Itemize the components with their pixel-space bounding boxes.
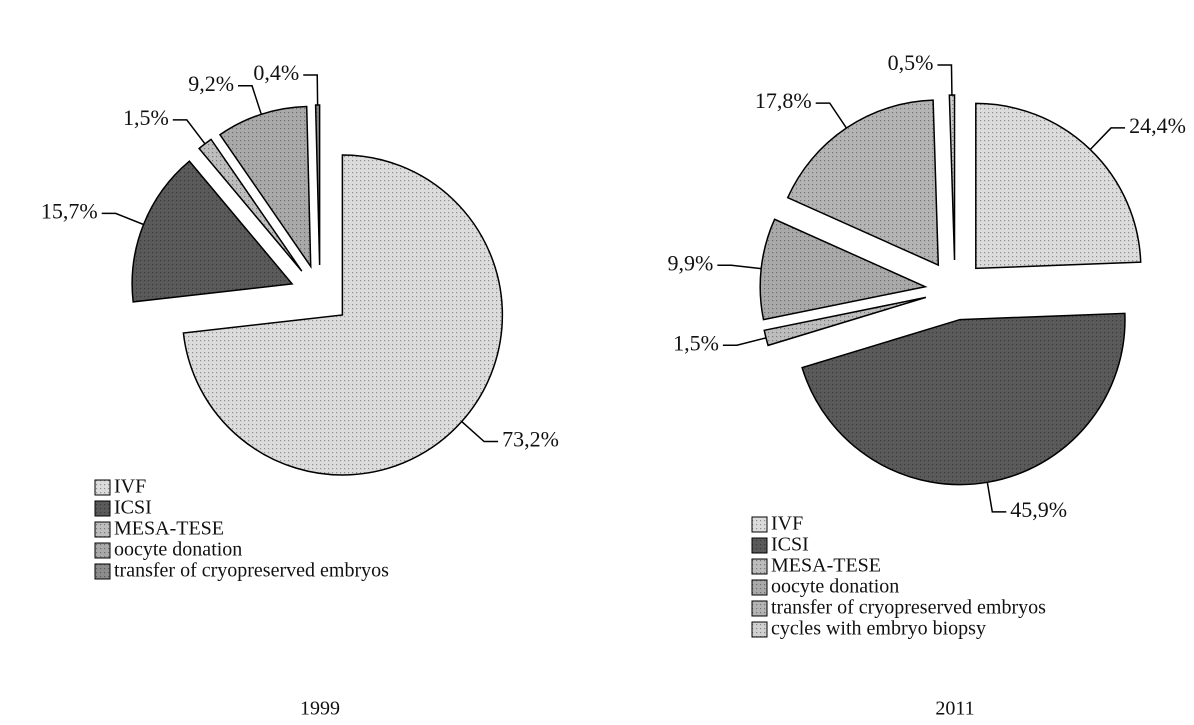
legend-label: MESA-TESE <box>114 518 224 540</box>
legend-label: IVF <box>771 513 803 535</box>
data-label: 24,4% <box>1129 113 1186 138</box>
leader-line <box>937 64 953 96</box>
legend-texture <box>752 559 767 574</box>
data-label: 9,9% <box>668 250 714 275</box>
legend-texture <box>95 522 110 537</box>
slice-texture <box>183 154 503 475</box>
data-label: 15,7% <box>41 198 98 223</box>
legend-texture <box>752 517 767 532</box>
leader-line <box>303 74 319 106</box>
leader-line <box>815 102 848 129</box>
data-label: 73,2% <box>502 427 559 452</box>
legend-label: oocyte donation <box>771 576 899 598</box>
data-label: 9,2% <box>188 71 234 96</box>
legend-texture <box>95 543 110 558</box>
slice-texture <box>760 219 926 320</box>
legend-texture <box>752 622 767 637</box>
data-label: 0,4% <box>253 60 299 85</box>
data-label: 0,5% <box>888 50 934 75</box>
legend-texture <box>95 564 110 579</box>
legend-texture <box>752 538 767 553</box>
legend-label: transfer of cryopreserved embryos <box>114 560 389 582</box>
legend-texture <box>752 601 767 616</box>
legend-label: cycles with embryo biopsy <box>771 618 986 640</box>
slice-texture <box>787 100 939 266</box>
chart-caption: 2011 <box>935 698 974 720</box>
leader-line <box>461 420 499 443</box>
legend-label: oocyte donation <box>114 539 242 561</box>
slice-texture <box>975 103 1141 269</box>
legend-label: ICSI <box>114 497 152 519</box>
slice-texture <box>764 297 926 346</box>
leader-line <box>722 337 767 347</box>
chart-caption: 1999 <box>300 698 340 720</box>
data-label: 17,8% <box>755 88 812 113</box>
leader-line <box>238 85 263 115</box>
slice-texture <box>315 105 320 266</box>
leader-line <box>717 264 762 270</box>
leader-line <box>986 482 1007 513</box>
slice-texture <box>802 313 1125 485</box>
legend-texture <box>95 480 110 495</box>
leader-line <box>172 119 206 145</box>
legend-label: IVF <box>114 476 146 498</box>
legend-texture <box>95 501 110 516</box>
slice-texture <box>199 139 302 272</box>
legend-texture <box>752 580 767 595</box>
data-label: 1,5% <box>123 105 169 130</box>
slice-texture <box>949 95 955 261</box>
legend-label: MESA-TESE <box>771 555 881 577</box>
slice-texture <box>219 106 311 267</box>
leader-line <box>101 212 144 226</box>
data-label: 45,9% <box>1010 497 1067 522</box>
slice-texture <box>132 161 293 302</box>
data-label: 1,5% <box>673 330 719 355</box>
legend-label: transfer of cryopreserved embryos <box>771 597 1046 619</box>
legend-label: ICSI <box>771 534 809 556</box>
leader-line <box>1089 127 1126 151</box>
